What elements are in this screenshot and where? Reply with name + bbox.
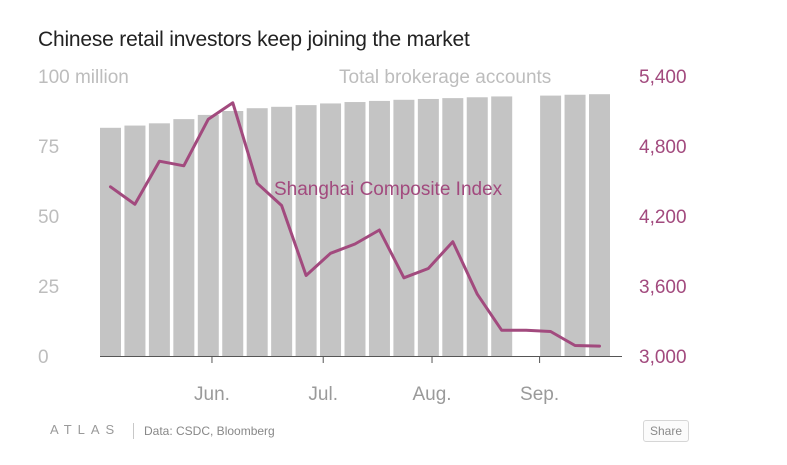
bar-total-accounts-19: [564, 94, 586, 356]
bar-total-accounts-4: [197, 114, 219, 356]
bar-total-accounts-6: [246, 108, 268, 356]
source-text: Data: CSDC, Bloomberg: [144, 424, 275, 438]
share-button[interactable]: Share: [643, 420, 689, 442]
chart-title: Chinese retail investors keep joining th…: [38, 28, 470, 51]
right-axis-tick-2: 4,200: [639, 207, 687, 228]
footer-divider: [133, 423, 134, 439]
bar-total-accounts-10: [344, 102, 366, 356]
chart: 0 25 50 75 100 million 3,000 3,600 4,200 4,800 5,…: [38, 67, 687, 405]
bar-total-accounts-11: [368, 100, 390, 356]
bar-total-accounts-12: [393, 99, 415, 357]
right-axis-tick-0: 3,000: [639, 347, 687, 368]
right-axis-tick-3: 4,800: [639, 137, 687, 158]
atlas-logo[interactable]: ATLAS: [50, 422, 121, 437]
bar-total-accounts-18: [540, 95, 562, 356]
bar-total-accounts-1: [124, 125, 146, 356]
left-axis-tick-3: 75: [38, 137, 59, 158]
right-axis-tick-1: 3,600: [639, 277, 687, 298]
left-axis-tick-0: 0: [38, 347, 49, 368]
footer: ATLAS Data: CSDC, Bloomberg Share: [0, 418, 787, 448]
left-axis-tick-1: 25: [38, 277, 59, 298]
annotation-shanghai-composite: Shanghai Composite Index: [274, 179, 503, 200]
bar-total-accounts-3: [173, 119, 195, 357]
bar-total-accounts-14: [442, 98, 464, 357]
bar-total-accounts-20: [589, 94, 610, 356]
bar-total-accounts-2: [148, 123, 170, 356]
left-axis-tick-4: 100 million: [38, 67, 129, 88]
left-axis-tick-2: 50: [38, 207, 59, 228]
x-axis-label-0: Jun.: [194, 384, 230, 405]
bar-total-accounts-16: [491, 96, 513, 356]
x-axis-label-2: Aug.: [412, 384, 451, 405]
bar-total-accounts-15: [466, 97, 488, 356]
bar-total-accounts-7: [271, 106, 293, 356]
bar-total-accounts-13: [417, 98, 439, 357]
x-axis-label-3: Sep.: [520, 384, 559, 405]
annotation-total-brokerage-accounts: Total brokerage accounts: [339, 67, 551, 88]
bar-total-accounts-9: [320, 103, 342, 356]
x-axis-label-1: Jul.: [308, 384, 338, 405]
bar-total-accounts-0: [100, 127, 121, 356]
right-axis-tick-4: 5,400: [639, 67, 687, 88]
bar-total-accounts-5: [222, 111, 244, 356]
bar-total-accounts-8: [295, 105, 317, 357]
